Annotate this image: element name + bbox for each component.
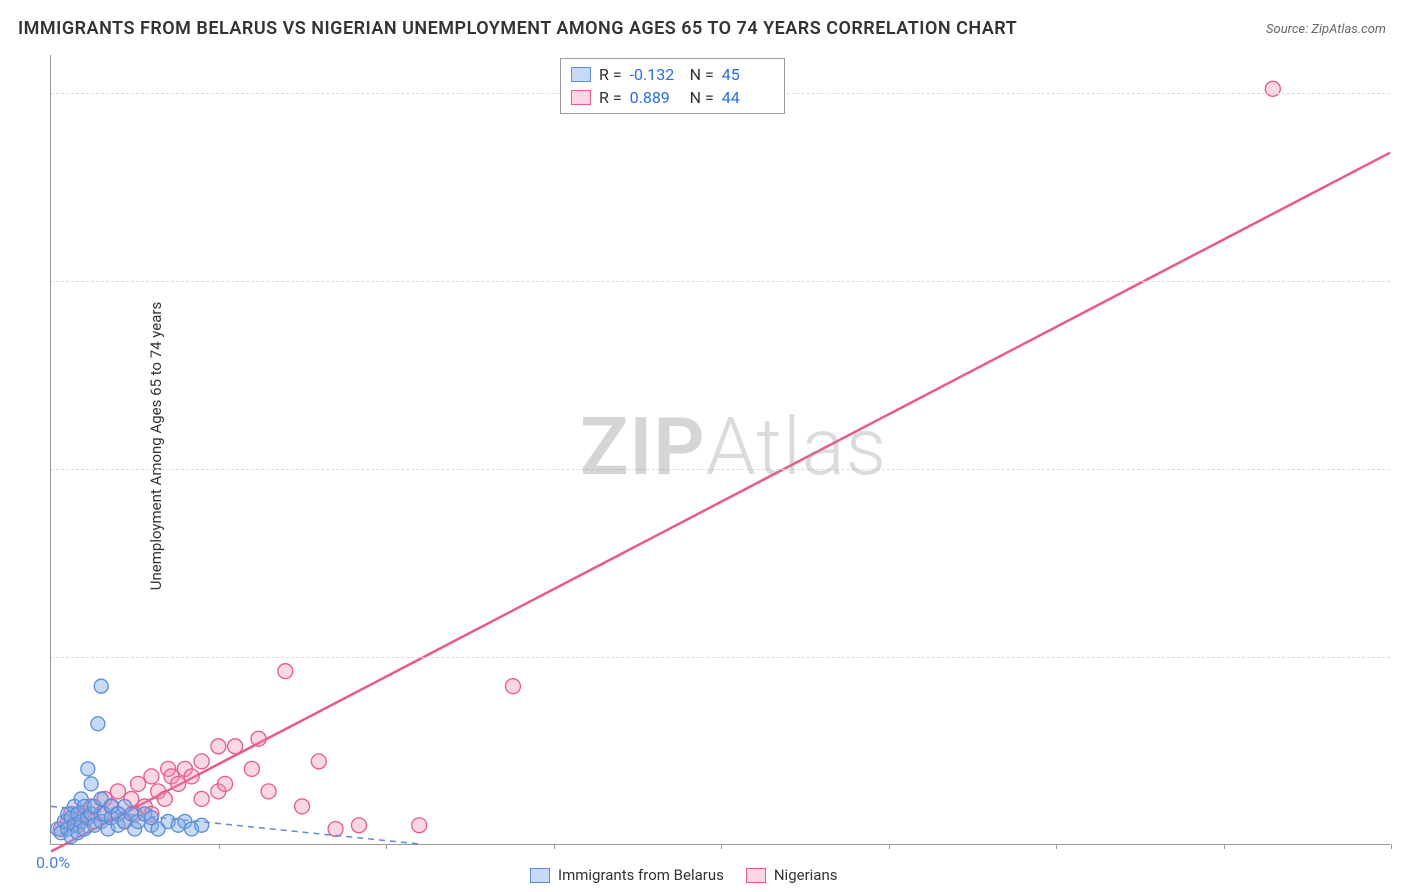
x-tick-mark xyxy=(1056,844,1057,849)
belarus-point xyxy=(91,717,105,731)
chart-title: IMMIGRANTS FROM BELARUS VS NIGERIAN UNEM… xyxy=(18,18,1017,39)
swatch-blue-icon xyxy=(571,67,591,82)
r-label: R = xyxy=(599,65,622,84)
x-tick-mark xyxy=(554,844,555,849)
x-tick-mark xyxy=(1224,844,1225,849)
nigerians-point xyxy=(351,818,366,833)
nigerians-point xyxy=(251,731,266,746)
nigerians-point xyxy=(228,739,243,754)
correlation-legend-box: R = -0.132 N = 45 R = 0.889 N = 44 xyxy=(560,58,785,114)
nigerians-point xyxy=(505,679,520,694)
series-legend: Immigrants from Belarus Nigerians xyxy=(530,866,837,884)
nigerians-point xyxy=(218,776,233,791)
gridline-horizontal xyxy=(51,469,1390,470)
nigerians-point xyxy=(110,784,125,799)
correlation-row-nigerians: R = 0.889 N = 44 xyxy=(571,86,774,109)
nigerians-point xyxy=(144,769,159,784)
nigerians-point xyxy=(157,791,172,806)
scatter-plot-svg xyxy=(51,55,1390,844)
belarus-point xyxy=(195,818,209,832)
x-tick-mark xyxy=(721,844,722,849)
nigerians-point xyxy=(194,791,209,806)
gridline-horizontal xyxy=(51,657,1390,658)
r-value-belarus: -0.132 xyxy=(630,65,682,84)
gridline-horizontal xyxy=(51,281,1390,282)
legend-label-nigerians: Nigerians xyxy=(774,866,838,884)
n-value-belarus: 45 xyxy=(722,65,774,84)
nigerians-point xyxy=(311,754,326,769)
n-value-nigerians: 44 xyxy=(722,88,774,107)
nigerians-point xyxy=(211,739,226,754)
nigerians-point xyxy=(184,769,199,784)
belarus-point xyxy=(84,777,98,791)
nigerians-point xyxy=(171,776,186,791)
x-tick-mark xyxy=(1391,844,1392,849)
swatch-blue-icon xyxy=(530,868,550,883)
nigerians-point xyxy=(244,761,259,776)
nigerians-point xyxy=(131,776,146,791)
x-tick-mark xyxy=(889,844,890,849)
nigerians-point xyxy=(194,754,209,769)
nigerians-point xyxy=(295,799,310,814)
x-tick-mark xyxy=(386,844,387,849)
nigerians-point xyxy=(412,818,427,833)
nigerians-point xyxy=(1265,81,1280,96)
chart-plot-area: 0.0% 40.0% 25.0%50.0%75.0%100.0% xyxy=(50,55,1390,845)
legend-item-nigerians: Nigerians xyxy=(746,866,838,884)
belarus-point xyxy=(81,762,95,776)
swatch-pink-icon xyxy=(571,90,591,105)
y-tick-label: 75.0% xyxy=(1400,271,1406,290)
y-tick-label: 100.0% xyxy=(1400,83,1406,102)
nigerians-point xyxy=(261,784,276,799)
nigerians-point xyxy=(278,664,293,679)
x-tick-mark xyxy=(219,844,220,849)
nigerians-trendline xyxy=(51,153,1390,852)
r-label: R = xyxy=(599,88,622,107)
y-tick-label: 25.0% xyxy=(1400,647,1406,666)
r-value-nigerians: 0.889 xyxy=(630,88,682,107)
legend-item-belarus: Immigrants from Belarus xyxy=(530,866,724,884)
n-label: N = xyxy=(690,88,714,107)
x-tick-min-label: 0.0% xyxy=(36,853,70,872)
source-attribution: Source: ZipAtlas.com xyxy=(1266,22,1386,37)
legend-label-belarus: Immigrants from Belarus xyxy=(558,866,724,884)
y-tick-label: 50.0% xyxy=(1400,459,1406,478)
n-label: N = xyxy=(690,65,714,84)
belarus-point xyxy=(94,679,108,693)
correlation-row-belarus: R = -0.132 N = 45 xyxy=(571,63,774,86)
swatch-pink-icon xyxy=(746,868,766,883)
